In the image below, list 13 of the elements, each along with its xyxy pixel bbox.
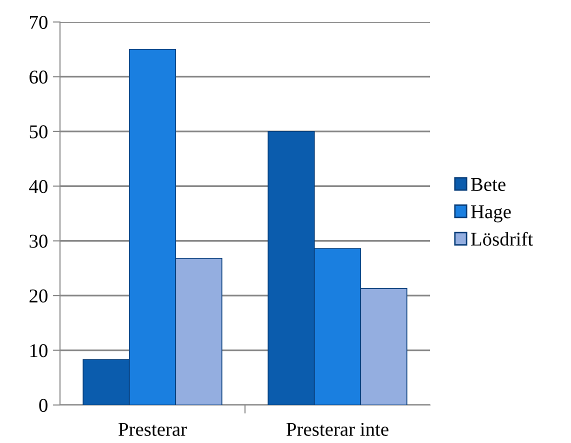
y-tick-label: 0 [39,398,48,412]
y-tick-label: 70 [30,16,48,29]
y-tick-label: 10 [30,344,48,358]
y-tick-label: 50 [30,125,48,138]
x-tick-label: Presterar inte [286,422,388,436]
x-tick-label: Presterar [118,422,187,436]
y-tick-label: 60 [30,70,48,84]
y-tick-label: 30 [30,234,48,248]
legend-label: Bete [471,178,506,191]
legend-label: Lösdrift [471,232,533,246]
legend-label: Hage [471,205,511,222]
y-tick-label: 40 [29,180,48,194]
y-tick-label: 20 [30,289,48,303]
